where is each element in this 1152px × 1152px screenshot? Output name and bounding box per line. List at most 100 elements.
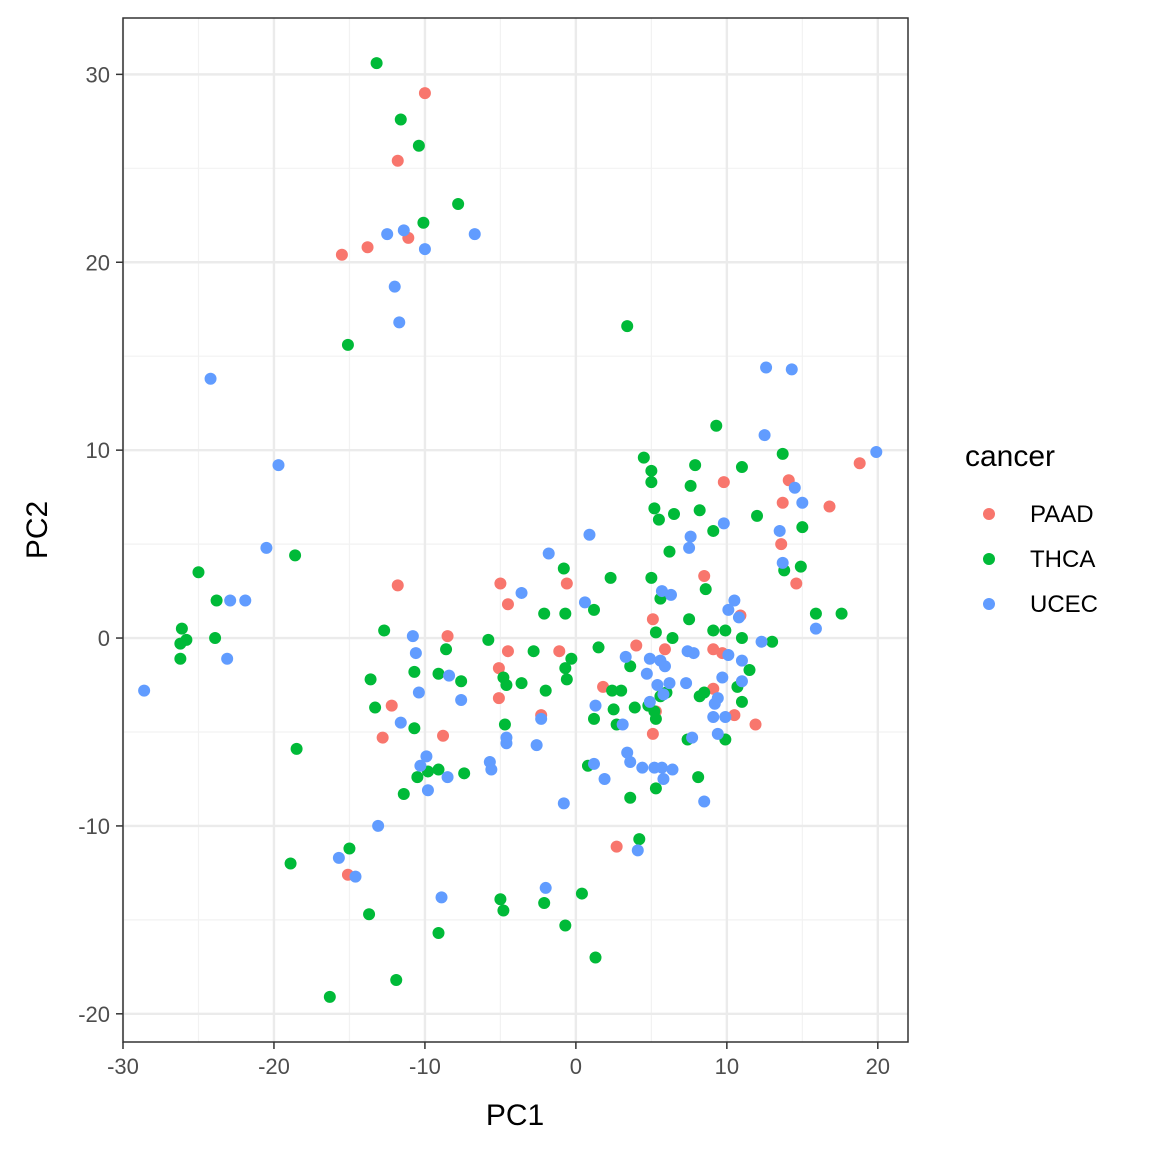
point-thca xyxy=(408,722,421,735)
point-thca xyxy=(699,583,712,596)
point-ucec xyxy=(455,694,468,707)
point-ucec xyxy=(776,556,789,569)
point-ucec xyxy=(716,671,729,684)
point-ucec xyxy=(773,524,786,537)
point-thca xyxy=(559,607,572,620)
point-paad xyxy=(630,639,643,652)
point-thca xyxy=(588,712,600,725)
point-ucec xyxy=(643,652,656,665)
point-ucec xyxy=(138,684,151,697)
point-ucec xyxy=(796,496,809,509)
point-paad xyxy=(492,692,505,705)
y-axis-ticks: -20 -10 0 10 20 30 xyxy=(78,62,123,1027)
point-ucec xyxy=(468,228,481,241)
point-thca xyxy=(776,447,789,460)
point-thca xyxy=(645,464,658,477)
point-ucec xyxy=(663,677,676,690)
point-ucec xyxy=(409,647,422,660)
point-thca xyxy=(497,904,510,917)
point-ucec xyxy=(655,761,668,774)
point-ucec xyxy=(708,697,721,710)
point-ucec xyxy=(717,517,730,530)
point-thca xyxy=(458,767,471,780)
point-thca xyxy=(559,662,572,675)
point-ucec xyxy=(397,224,410,237)
point-thca xyxy=(500,679,513,692)
point-ucec xyxy=(760,361,773,374)
point-thca xyxy=(209,632,222,645)
point-paad xyxy=(776,496,789,509)
point-thca xyxy=(369,701,382,714)
point-thca xyxy=(621,320,634,333)
point-ucec xyxy=(636,761,649,774)
point-thca xyxy=(666,632,679,645)
point-thca xyxy=(683,613,696,626)
y-tick-label: -20 xyxy=(78,1002,110,1027)
point-thca xyxy=(649,782,662,795)
point-ucec xyxy=(418,243,431,256)
point-paad xyxy=(717,476,730,489)
point-thca xyxy=(707,624,720,637)
point-ucec xyxy=(732,611,745,624)
point-thca xyxy=(809,607,822,620)
point-ucec xyxy=(406,630,419,643)
point-ucec xyxy=(657,772,670,785)
point-ucec xyxy=(719,710,732,723)
point-ucec xyxy=(272,459,285,472)
point-paad xyxy=(335,248,348,261)
point-thca xyxy=(364,673,377,686)
point-ucec xyxy=(687,647,700,660)
point-ucec xyxy=(657,688,670,701)
point-thca xyxy=(408,665,421,678)
point-ucec xyxy=(643,695,656,708)
point-ucec xyxy=(421,784,434,797)
point-ucec xyxy=(588,757,600,770)
point-thca xyxy=(174,652,187,665)
point-paad xyxy=(823,500,836,513)
point-ucec xyxy=(332,851,345,864)
point-thca xyxy=(606,684,619,697)
point-ucec xyxy=(260,541,273,554)
point-ucec xyxy=(631,844,644,857)
point-paad xyxy=(646,727,659,740)
point-thca xyxy=(432,763,445,776)
point-thca xyxy=(370,57,383,70)
point-ucec xyxy=(680,677,693,690)
point-ucec xyxy=(664,588,677,601)
x-tick-label: 0 xyxy=(570,1054,582,1079)
x-tick-label: 20 xyxy=(866,1054,890,1079)
legend-key-ucec xyxy=(983,598,995,610)
point-thca xyxy=(648,705,661,718)
point-paad xyxy=(501,645,514,658)
point-paad xyxy=(553,645,566,658)
point-thca xyxy=(557,562,570,575)
y-tick-label: 20 xyxy=(86,250,110,275)
point-thca xyxy=(341,338,354,351)
point-ucec xyxy=(239,594,252,607)
point-thca xyxy=(615,684,628,697)
point-thca xyxy=(692,771,705,784)
point-ucec xyxy=(758,429,771,442)
point-ucec xyxy=(698,795,711,808)
point-thca xyxy=(323,990,336,1003)
point-ucec xyxy=(372,819,385,832)
point-ucec xyxy=(624,756,637,769)
point-thca xyxy=(284,857,297,870)
point-thca xyxy=(378,624,391,637)
point-thca xyxy=(538,607,551,620)
point-paad xyxy=(376,731,389,744)
point-thca xyxy=(539,684,552,697)
point-thca xyxy=(796,521,809,534)
point-paad xyxy=(391,579,404,592)
x-tick-label: -30 xyxy=(107,1054,139,1079)
point-ucec xyxy=(666,763,679,776)
point-thca xyxy=(527,645,540,658)
point-thca xyxy=(663,545,676,558)
point-thca xyxy=(604,571,617,584)
point-thca xyxy=(412,139,425,152)
x-axis-title: PC1 xyxy=(486,1099,544,1132)
point-ucec xyxy=(221,652,234,665)
point-ucec xyxy=(420,750,433,763)
point-paad xyxy=(707,682,720,695)
point-thca xyxy=(624,660,637,673)
